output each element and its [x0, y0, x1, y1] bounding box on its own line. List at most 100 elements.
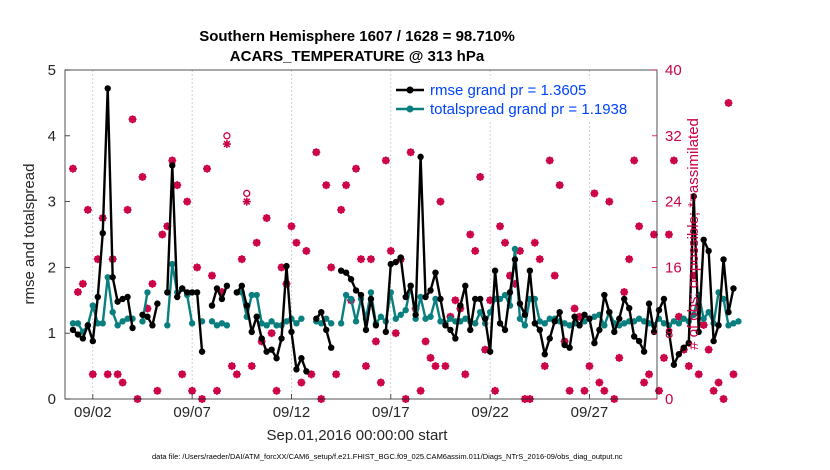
spread-point	[392, 315, 399, 322]
rmse-point	[476, 295, 484, 303]
obs-assimilated-marker	[123, 205, 132, 214]
spread-point	[640, 318, 648, 325]
spread-point	[675, 320, 683, 327]
y-tick-label: 3	[48, 194, 56, 211]
spread-point	[516, 315, 524, 322]
obs-assimilated-marker	[113, 370, 122, 379]
chart-title-line1: Southern Hemisphere 1607 / 1628 = 98.710…	[199, 28, 515, 45]
rmse-point	[273, 355, 280, 362]
rmse-point	[243, 302, 250, 309]
spread-point	[427, 313, 434, 320]
y-right-tick-label: 24	[665, 194, 682, 211]
spread-point	[725, 322, 732, 329]
rmse-point	[183, 289, 191, 296]
obs-assimilated-marker	[312, 148, 321, 157]
x-tick-label: 09/17	[372, 404, 410, 421]
spread-point	[566, 322, 573, 329]
rmse-point	[89, 337, 97, 345]
rmse-point	[188, 289, 196, 296]
obs-assimilated-marker	[461, 370, 470, 379]
rmse-point	[442, 322, 449, 329]
rmse-point	[467, 326, 474, 334]
spread-point	[511, 245, 519, 253]
obs-assimilated-marker	[709, 386, 718, 395]
rmse-line-segment	[72, 87, 134, 343]
rmse-point	[114, 298, 121, 305]
rmse-point	[437, 295, 444, 303]
rmse-point	[452, 335, 459, 342]
rmse-point	[660, 295, 668, 303]
rmse-point	[218, 295, 226, 303]
rmse-point	[318, 308, 325, 316]
spread-point	[109, 308, 116, 316]
rmse-point	[591, 339, 598, 347]
spread-point	[462, 315, 469, 322]
spread-point	[476, 308, 484, 316]
rmse-point	[685, 339, 692, 347]
rmse-point	[576, 322, 583, 329]
spread-point	[377, 313, 385, 320]
obs-assimilated-marker	[530, 238, 539, 247]
rmse-point	[417, 153, 424, 161]
spread-point	[337, 320, 345, 327]
rmse-point	[288, 328, 295, 336]
spread-point	[347, 295, 355, 303]
obs-assimilated-marker	[550, 271, 559, 280]
rmse-point	[586, 315, 593, 322]
obs-assimilated-marker	[471, 246, 480, 255]
obs-assimilated-marker	[496, 222, 505, 231]
spread-point	[561, 320, 568, 327]
rmse-point	[601, 291, 608, 299]
rmse-point	[581, 311, 588, 318]
rmse-layer	[69, 85, 737, 375]
rmse-point	[690, 193, 697, 200]
rmse-point	[149, 322, 156, 329]
obs-assimilated-marker	[724, 98, 733, 107]
obs-assimilated-marker	[173, 181, 182, 190]
obs-assimilated-marker	[501, 238, 510, 247]
obs-assimilated-marker	[714, 378, 723, 387]
rmse-point	[566, 344, 573, 351]
x-tick-label: 09/27	[571, 404, 609, 421]
rmse-point	[491, 267, 499, 274]
rmse-point	[402, 293, 409, 301]
obs-assimilated-marker	[630, 156, 639, 165]
rmse-point	[427, 287, 434, 294]
rmse-point	[109, 274, 116, 281]
spread-point	[268, 318, 275, 325]
obs-assimilated-marker	[645, 370, 654, 379]
rmse-point	[347, 276, 355, 283]
x-ticks: 09/02 09/07 09/12 09/17 09/22 09/27	[74, 394, 608, 421]
obs-assimilated-marker	[78, 279, 87, 288]
rmse-point	[124, 293, 131, 301]
spread-point	[104, 274, 111, 281]
obs-assimilated-marker	[451, 296, 460, 305]
rmse-point	[506, 289, 514, 296]
spread-point	[352, 318, 360, 325]
spread-point	[223, 322, 231, 329]
obs-assimilated-marker	[292, 238, 301, 247]
rmse-point	[367, 295, 375, 303]
y-right-tick-label: 32	[665, 128, 682, 145]
rmse-point	[606, 308, 613, 316]
x-tick-label: 09/12	[273, 404, 311, 421]
obs-assimilated-marker	[73, 288, 82, 297]
rmse-line-segment	[210, 285, 229, 306]
obs-assimilated-marker	[272, 386, 281, 395]
chart-title-line2: ACARS_TEMPERATURE @ 313 hPa	[230, 48, 485, 65]
legend-rmse-label: rmse grand pr = 1.3605	[430, 82, 586, 99]
obs-assimilated-marker	[441, 362, 450, 371]
footer-data-file: data file: /Users/raeder/DAI/ATM_forcXX/…	[152, 452, 623, 461]
rmse-point	[84, 322, 92, 329]
rmse-point	[496, 320, 504, 327]
rmse-point	[526, 267, 534, 274]
y-axis-label: rmse and totalspread	[21, 164, 38, 305]
obs-assimilated-marker	[650, 230, 659, 239]
obs-assimilated-marker	[153, 386, 162, 395]
obs-assimilated-marker	[297, 378, 306, 387]
obs-assimilated-marker	[376, 378, 385, 387]
rmse-point	[144, 313, 151, 320]
rmse-point	[521, 311, 529, 318]
spread-point	[99, 320, 106, 327]
obs-assimilated-marker	[183, 197, 192, 206]
